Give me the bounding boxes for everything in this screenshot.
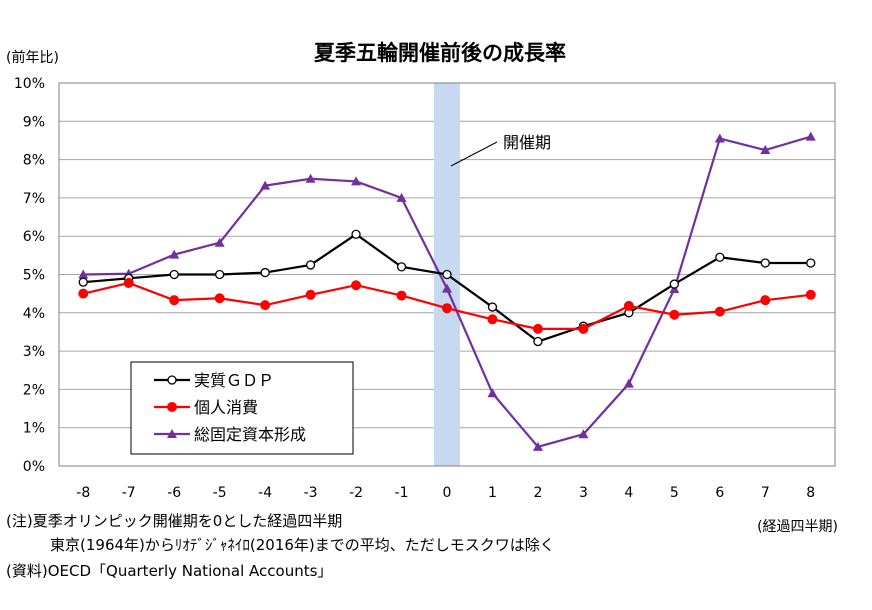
x-tick-label: 4 (624, 485, 633, 501)
data-point-marker (760, 258, 770, 268)
x-tick-label: -4 (258, 485, 272, 501)
x-tick-label: -3 (304, 485, 318, 501)
data-point-marker (806, 258, 816, 268)
series-1 (78, 277, 816, 334)
data-point-marker (714, 306, 725, 317)
y-tick-label: 2% (23, 382, 45, 398)
x-tick-label: 7 (761, 485, 770, 501)
data-point-marker (214, 237, 225, 247)
data-point-marker (305, 173, 316, 183)
data-point-marker (669, 279, 679, 289)
legend-label: 個人消費 (194, 398, 258, 417)
data-point-marker (442, 269, 452, 280)
x-tick-label: 8 (806, 485, 815, 501)
data-point-marker (351, 229, 361, 239)
data-point-marker (442, 303, 452, 314)
data-point-marker (351, 176, 362, 186)
data-point-marker (167, 429, 177, 438)
data-point-marker (167, 402, 177, 412)
data-point-marker (396, 290, 407, 301)
x-tick-label: -2 (349, 485, 363, 501)
hosting-period-annotation: 開催期 (450, 133, 551, 167)
data-point-marker (760, 145, 771, 155)
data-point-marker (214, 293, 225, 304)
annotation-leader-line (450, 141, 498, 167)
y-axis-label: (前年比) (6, 49, 59, 66)
x-tick-label: -1 (395, 485, 409, 501)
note-line-2: 東京(1964年)からﾘｵﾃﾞｼﾞｬﾈｲﾛ(2016年)までの平均、ただしモスク… (50, 536, 555, 554)
legend-label: 実質ＧＤＰ (194, 371, 274, 390)
series-layer (78, 131, 816, 451)
legend-label: 総固定資本形成 (194, 425, 306, 444)
y-tick-label: 0% (23, 459, 45, 475)
data-point-marker (487, 314, 498, 325)
x-tick-label: 3 (579, 485, 588, 501)
y-tick-label: 3% (23, 344, 45, 360)
data-point-marker (442, 283, 452, 293)
data-point-marker (805, 289, 816, 300)
data-point-marker (714, 133, 725, 143)
y-tick-label: 1% (23, 421, 45, 437)
data-point-marker (623, 300, 634, 311)
x-tick-label: 1 (488, 485, 497, 501)
chart-title: 夏季五輪開催前後の成長率 (314, 41, 566, 65)
annotation-label: 開催期 (503, 133, 551, 152)
data-point-marker (715, 252, 725, 262)
data-point-marker (396, 192, 407, 202)
data-point-marker (78, 288, 89, 299)
note-line-3: (資料)OECD「Quarterly National Accounts」 (6, 562, 333, 580)
data-point-marker (578, 323, 589, 334)
x-tick-label: -7 (122, 485, 136, 501)
x-axis-label: (経過四半期) (757, 519, 838, 535)
x-axis-ticks: -8 -7 -6 -5 -4 -3 -2 -1 0 1 2 3 4 5 6 7 8 (76, 485, 815, 501)
data-point-marker (169, 269, 179, 280)
data-point-marker (669, 309, 680, 320)
data-point-marker (805, 131, 816, 141)
data-point-marker (305, 289, 316, 300)
y-tick-label: 5% (23, 268, 45, 284)
plot-border (58, 82, 836, 467)
x-tick-label: 6 (715, 485, 724, 501)
x-tick-label: 2 (533, 485, 542, 501)
x-tick-label: -8 (76, 485, 90, 501)
y-tick-label: 10% (14, 76, 45, 92)
data-point-marker (260, 267, 270, 278)
y-tick-label: 7% (23, 191, 45, 207)
y-tick-label: 9% (23, 114, 45, 130)
data-point-marker (78, 277, 88, 287)
x-tick-label: -6 (167, 485, 181, 501)
x-tick-label: 5 (670, 485, 679, 501)
data-point-marker (169, 249, 180, 259)
data-point-marker (760, 295, 771, 306)
data-point-marker (215, 269, 225, 280)
data-point-marker (487, 302, 498, 312)
y-tick-label: 4% (23, 306, 45, 322)
data-point-marker (123, 277, 134, 288)
data-point-marker (167, 375, 177, 385)
data-point-marker (533, 336, 543, 347)
data-point-marker (487, 388, 498, 398)
series-2 (78, 131, 816, 451)
note-line-1: (注)夏季オリンピック開催期を0とした経過四半期 (6, 512, 343, 530)
data-point-marker (396, 262, 407, 272)
data-point-marker (578, 429, 589, 439)
data-point-marker (532, 441, 543, 451)
data-point-marker (305, 260, 316, 270)
y-tick-label: 8% (23, 153, 45, 169)
data-point-marker (260, 300, 271, 311)
y-axis-ticks: 0% 1% 2% 3% 4% 5% 6% 7% 8% 9% 10% (14, 76, 45, 475)
y-tick-label: 6% (23, 229, 45, 245)
data-point-marker (623, 378, 634, 388)
data-point-marker (169, 295, 180, 306)
data-point-marker (260, 180, 271, 190)
data-point-marker (78, 269, 89, 279)
x-tick-label: -5 (213, 485, 227, 501)
data-point-marker (351, 280, 362, 291)
data-point-marker (532, 323, 543, 334)
x-tick-label: 0 (443, 485, 452, 501)
